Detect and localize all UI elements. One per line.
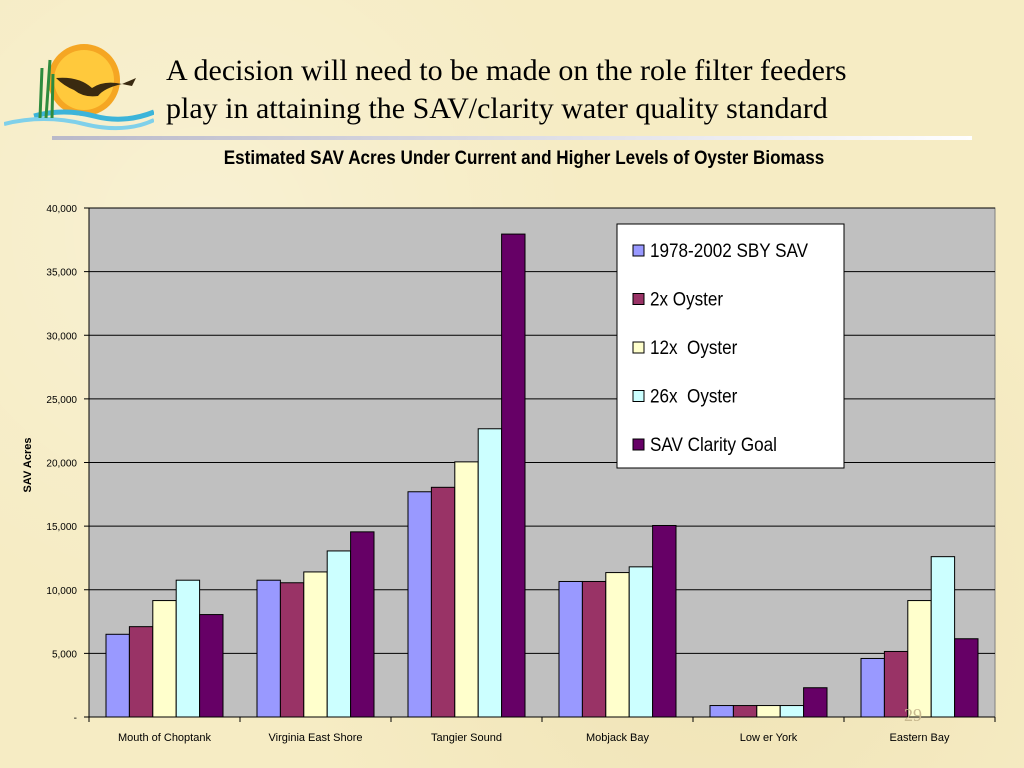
bar <box>279 582 305 718</box>
legend-label: 1978-2002 SBY SAV <box>650 240 808 261</box>
legend-swatch <box>632 341 645 354</box>
bay-program-logo <box>4 44 154 131</box>
bar <box>199 614 224 718</box>
legend-label: 2x Oyster <box>650 289 723 310</box>
slide-title: A decision will need to be made on the r… <box>166 52 966 128</box>
x-tick-label: Tangier Sound <box>431 732 502 744</box>
bar <box>628 566 654 718</box>
y-tick-labels: - 5,000 10,000 15,000 20,000 25,000 30,000 35,0… <box>46 204 77 724</box>
bar <box>152 600 177 718</box>
title-divider <box>52 136 972 140</box>
bar <box>501 233 526 718</box>
x-tick-labels: Mouth of Choptank Virginia East Shore Tang… <box>88 717 996 744</box>
y-tick-label: 10,000 <box>46 586 77 597</box>
bar <box>477 428 503 718</box>
x-tick-label: Virginia East Shore <box>269 732 363 744</box>
slide-title-line-1: A decision will need to be made on the r… <box>166 54 847 87</box>
y-tick-label: 5,000 <box>52 649 77 660</box>
x-tick-label: Eastern Bay <box>890 732 950 744</box>
goose-icon <box>56 77 122 97</box>
legend-swatch <box>632 438 645 451</box>
bar <box>454 461 479 718</box>
bar <box>256 579 281 718</box>
bar <box>907 600 932 718</box>
bar <box>860 657 885 718</box>
slide-title-line-2: play in attaining the SAV/clarity water … <box>166 92 828 125</box>
y-tick-label: 30,000 <box>46 331 77 342</box>
bar <box>709 705 734 718</box>
bar <box>581 580 607 718</box>
bars <box>105 233 979 718</box>
bar <box>128 626 154 718</box>
bar <box>732 705 758 718</box>
bar <box>350 531 375 718</box>
bar <box>407 491 432 718</box>
bar <box>605 572 630 718</box>
chart-title: Estimated SAV Acres Under Current and Hi… <box>223 148 825 169</box>
bar <box>558 580 583 718</box>
bar <box>803 687 828 718</box>
y-tick-label: 35,000 <box>46 268 77 279</box>
bar <box>930 556 956 718</box>
bar <box>105 633 130 718</box>
y-tick-label: 40,000 <box>46 204 77 215</box>
legend-label: SAV Clarity Goal <box>650 434 777 455</box>
bar <box>175 579 201 718</box>
grass-icon <box>38 59 55 119</box>
bar <box>326 550 352 718</box>
x-tick-label: Mobjack Bay <box>586 732 649 744</box>
bar <box>303 571 328 718</box>
y-tick-label: - <box>74 713 77 724</box>
legend-swatch <box>632 390 645 402</box>
y-axis-label: SAV Acres <box>22 437 34 492</box>
bar <box>652 524 677 718</box>
x-tick-label: Mouth of Choptank <box>118 732 211 744</box>
x-tick-label: Low er York <box>740 732 798 744</box>
y-tick-label: 25,000 <box>46 395 77 406</box>
y-tick-label: 15,000 <box>46 522 77 533</box>
bar <box>954 638 979 718</box>
legend-box <box>616 223 845 469</box>
y-tick-label: 20,000 <box>46 459 77 470</box>
bar <box>430 486 456 718</box>
bar <box>756 705 781 718</box>
legend-swatch <box>632 244 645 257</box>
legend-label: 12x Oyster <box>650 337 737 358</box>
bar <box>779 705 805 718</box>
legend-swatch <box>632 293 645 305</box>
legend-label: 26x Oyster <box>650 386 737 407</box>
legend: 1978-2002 SBY SAV 2x Oyster 12x Oyster 26x … <box>616 223 845 469</box>
page-number: 29 <box>904 705 922 725</box>
